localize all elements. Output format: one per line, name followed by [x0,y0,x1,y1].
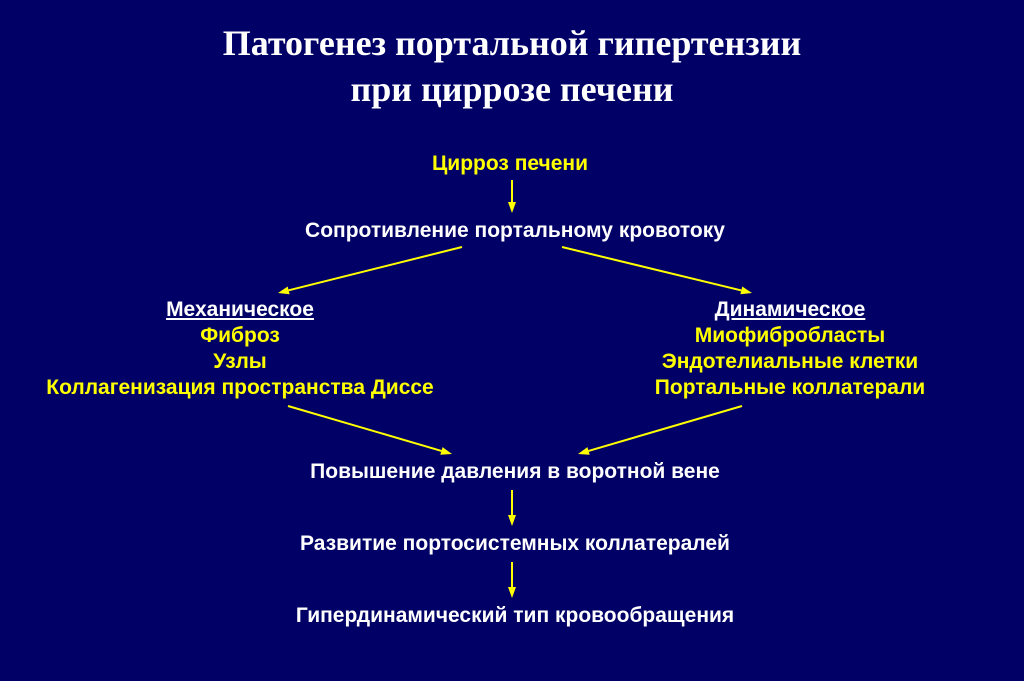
slide-stage: Патогенез портальной гипертензии при цир… [0,0,1024,681]
arrow-resistance-to-dyn [562,247,741,290]
arrow-mech-to-pressure [288,406,441,451]
node-resistance: Сопротивление портальному кровотоку [280,219,750,243]
arrowhead-collaterals-to-hyperdyn [508,587,516,598]
arrow-dyn-to-pressure [589,406,742,451]
arrowhead-dyn-to-pressure [578,447,590,455]
node-hyperdynamic: Гипердинамический тип кровообращения [260,604,770,628]
slide-title-line2: при циррозе печени [0,68,1024,110]
node-mechanical-line3: Коллагенизация пространства Диссе [30,376,450,400]
node-mechanical-line2: Узлы [130,350,350,374]
node-dynamic-line2: Эндотелиальные клетки [640,350,940,374]
node-pressure: Повышение давления в воротной вене [280,460,750,484]
arrowhead-pressure-to-collaterals [508,515,516,526]
node-mechanical-heading: Механическое [130,298,350,322]
node-collaterals: Развитие портосистемных коллатералей [270,532,760,556]
node-mechanical-line1: Фиброз [130,324,350,348]
arrowhead-mech-to-pressure [440,447,452,455]
arrowhead-root-to-resistance [508,202,516,213]
slide-title-line1: Патогенез портальной гипертензии [0,22,1024,64]
arrowhead-resistance-to-mech [278,286,290,294]
node-dynamic-heading: Динамическое [660,298,920,322]
node-dynamic-line3: Портальные коллатерали [640,376,940,400]
arrow-resistance-to-mech [289,247,462,290]
arrowhead-resistance-to-dyn [740,287,752,295]
node-root: Цирроз печени [380,152,640,176]
node-dynamic-line1: Миофибробласты [640,324,940,348]
